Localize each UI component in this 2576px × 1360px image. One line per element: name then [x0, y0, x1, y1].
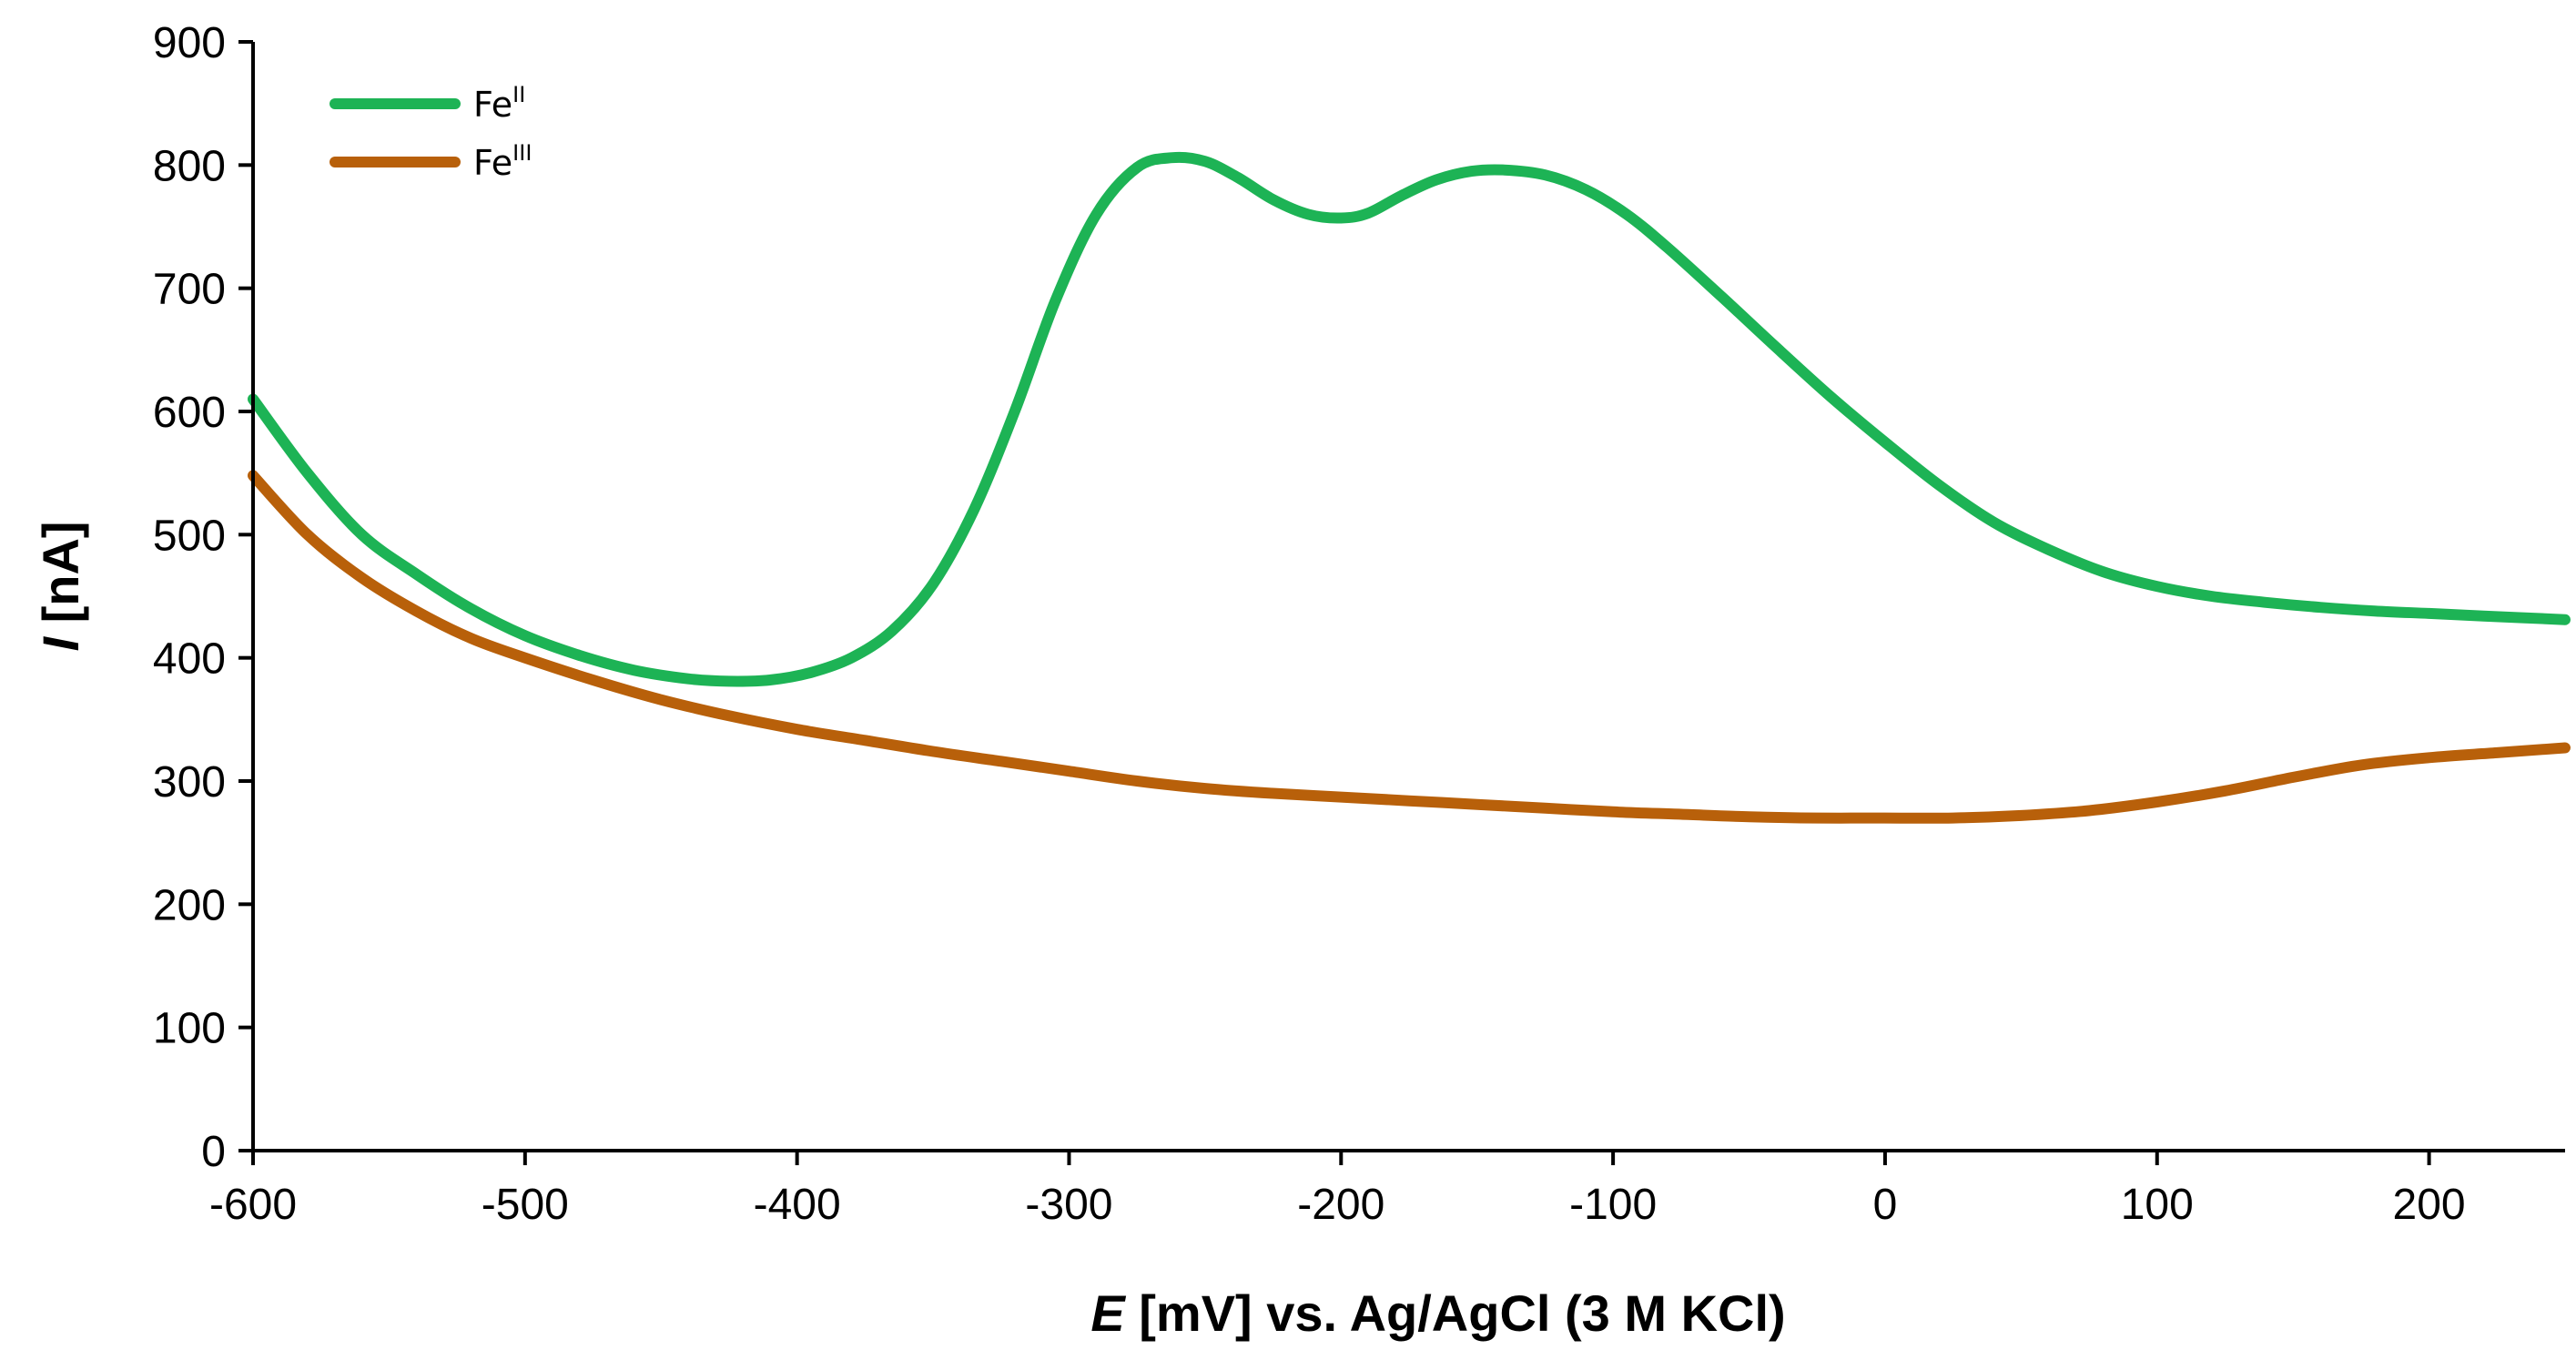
x-tick-label: -600	[209, 1181, 297, 1229]
y-tick-label: 100	[153, 1005, 226, 1053]
x-tick-label: -500	[482, 1181, 569, 1229]
y-tick-label: 200	[153, 881, 226, 929]
x-tick-label: -200	[1297, 1181, 1384, 1229]
plot-area	[248, 151, 2571, 824]
y-tick-label: 700	[153, 266, 226, 314]
y-tick-label: 500	[153, 512, 226, 560]
y-axis-ticks: 0 100 200 300 400 500 600 700 800 900	[153, 19, 253, 1176]
y-tick-label: 800	[153, 142, 226, 190]
series-line-fe-iii	[248, 470, 2571, 824]
y-axis-title: I [nA]	[32, 521, 89, 651]
x-axis-title: E [mV] vs. Ag/AgCl (3 M KCl)	[1090, 1284, 1785, 1342]
x-axis-ticks: -600 -500 -400 -300 -200 -100 0 100 200	[209, 1151, 2466, 1229]
x-tick-label: 100	[2121, 1181, 2194, 1229]
x-tick-label: 200	[2393, 1181, 2466, 1229]
legend: FeII FeIII	[330, 82, 532, 183]
x-tick-label: -300	[1025, 1181, 1112, 1229]
series-line-fe-ii	[248, 151, 2571, 687]
y-tick-label: 600	[153, 389, 226, 437]
y-tick-label: 300	[153, 758, 226, 807]
legend-label-fe-iii: FeIII	[473, 140, 532, 183]
y-tick-label: 0	[201, 1128, 226, 1176]
x-tick-label: -100	[1569, 1181, 1657, 1229]
x-tick-label: -400	[754, 1181, 841, 1229]
y-tick-label: 400	[153, 635, 226, 684]
y-tick-label: 900	[153, 19, 226, 67]
x-tick-label: 0	[1873, 1181, 1898, 1229]
legend-label-fe-ii: FeII	[473, 82, 525, 125]
